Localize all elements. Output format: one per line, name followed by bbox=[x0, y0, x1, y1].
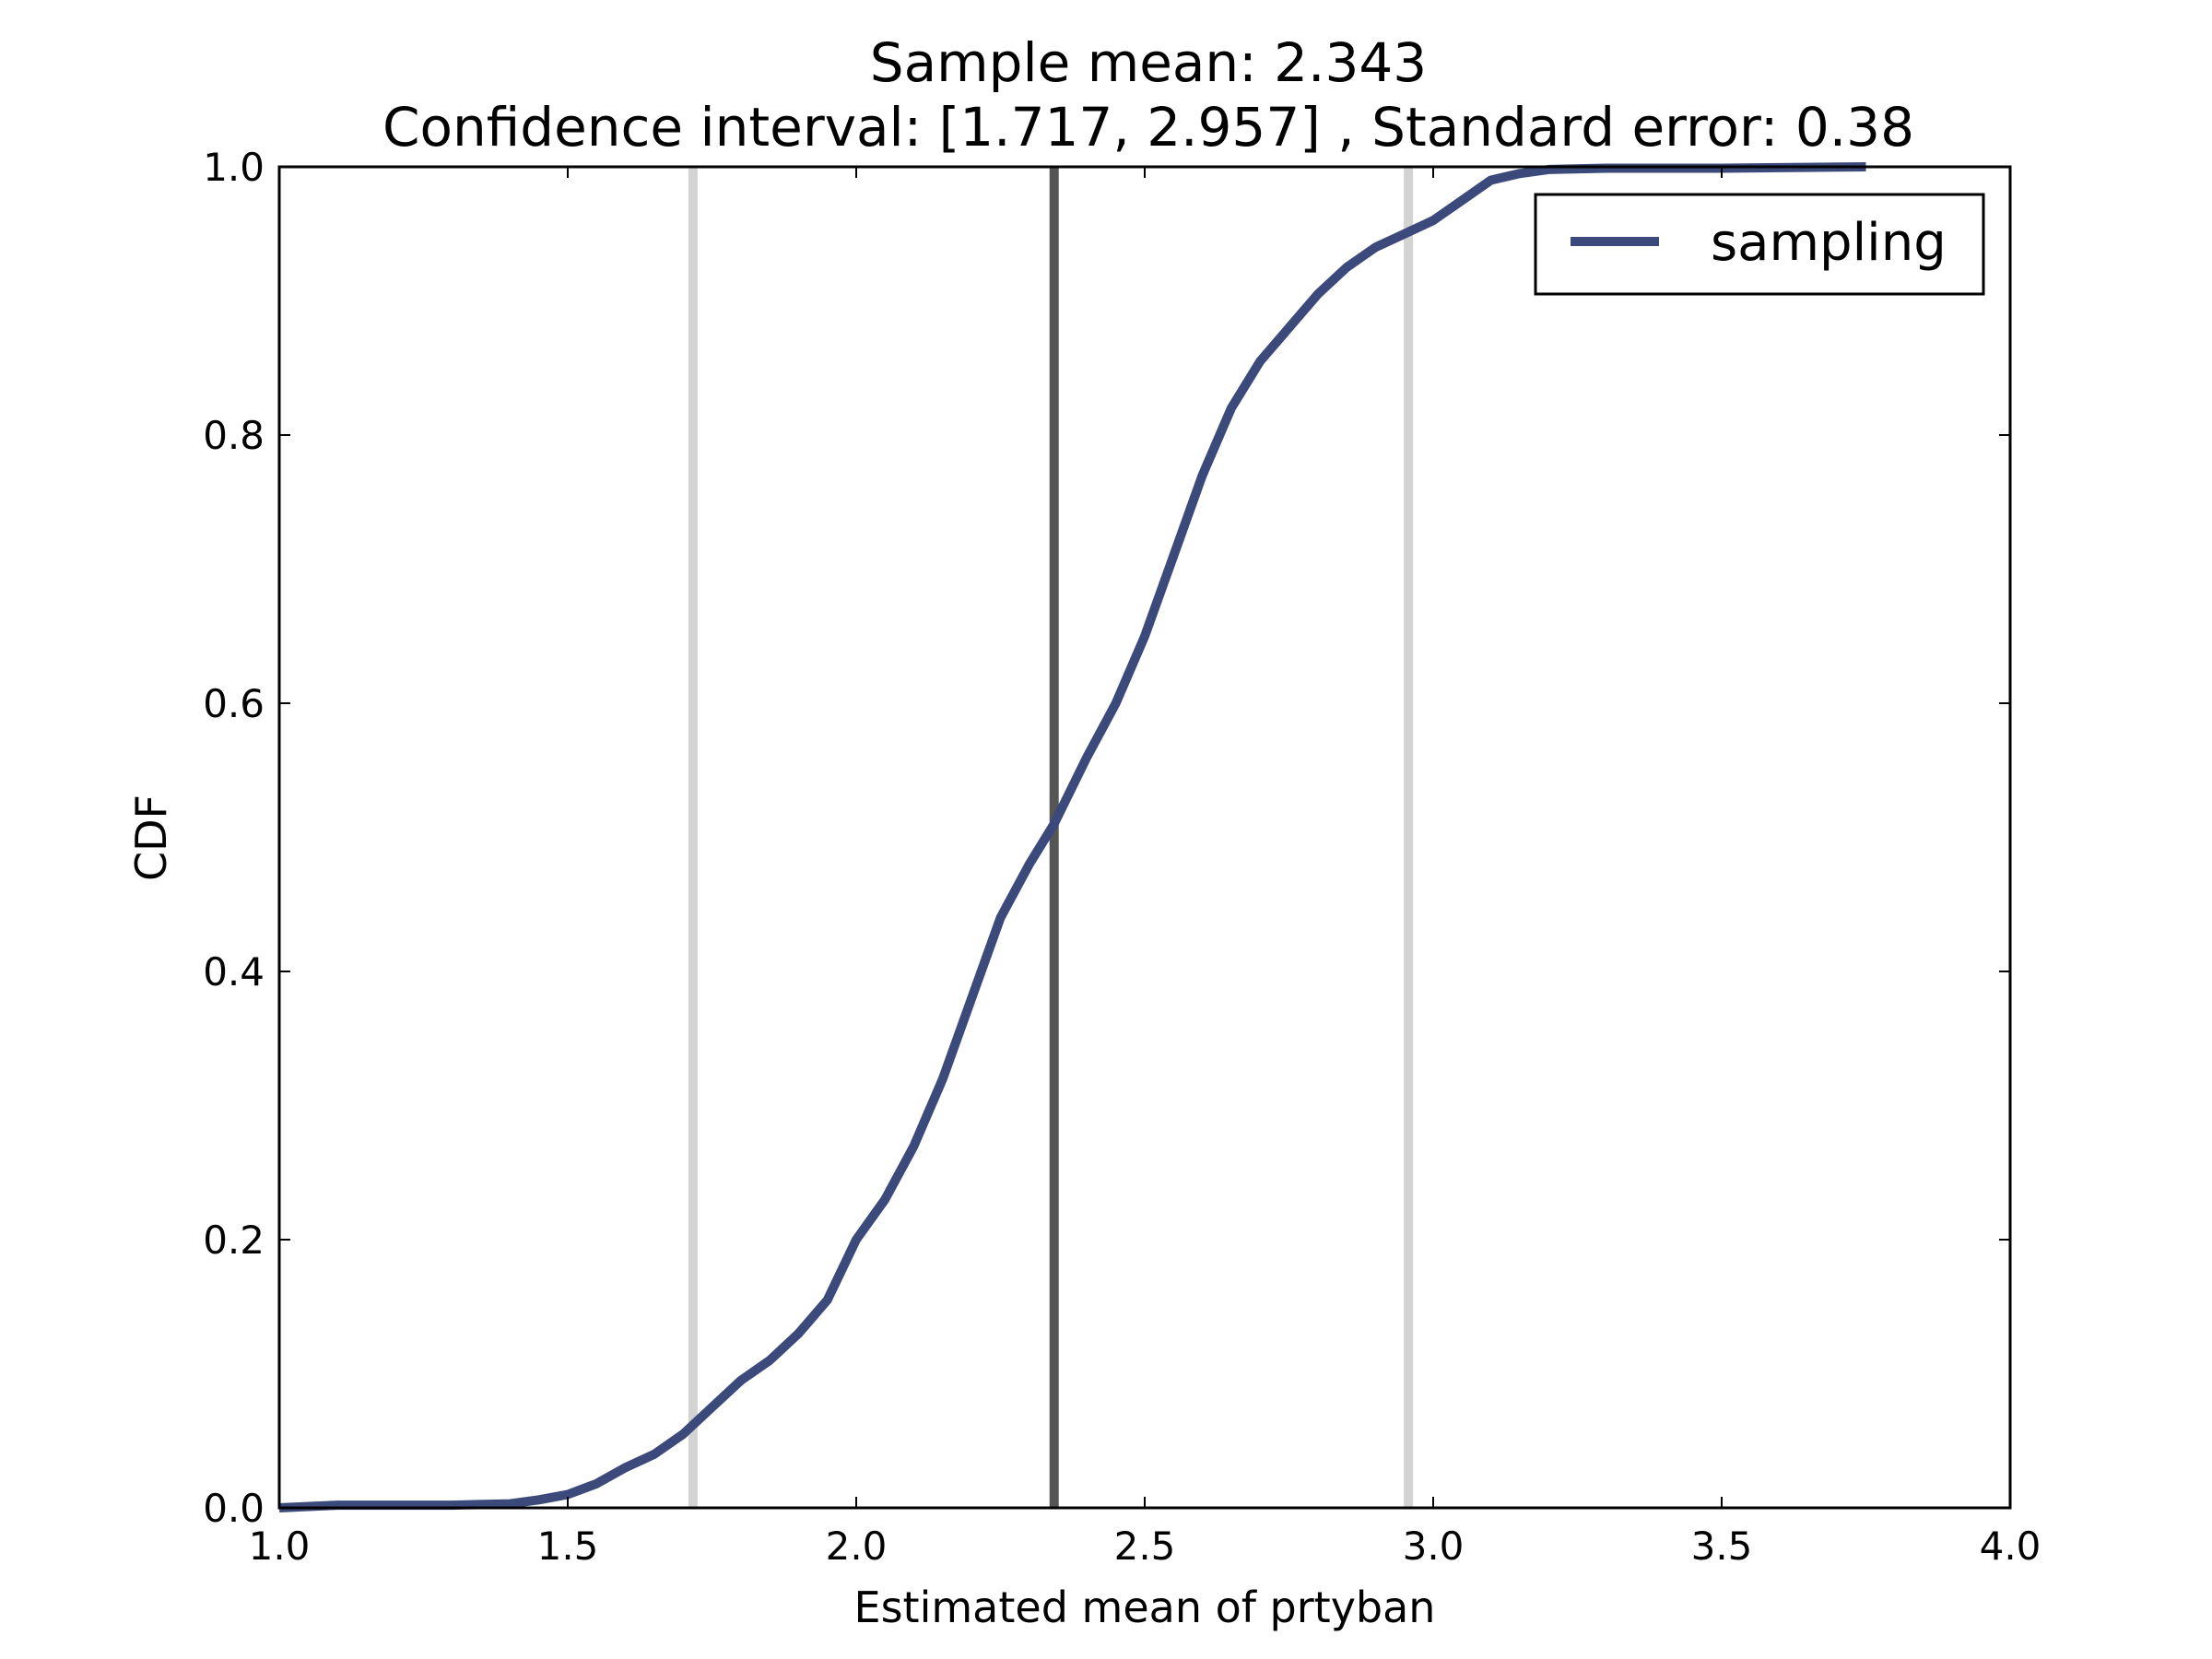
series-layer bbox=[278, 162, 1866, 1512]
y-tick-label-5: 1.0 bbox=[203, 145, 265, 190]
plot-area bbox=[277, 162, 2012, 1512]
plot-background bbox=[279, 167, 2010, 1508]
legend-label-sampling: sampling bbox=[1711, 213, 1947, 273]
y-tick-label-0: 0.0 bbox=[203, 1486, 265, 1531]
reference-lines bbox=[688, 167, 1414, 1508]
chart-title: Sample mean: 2.343 bbox=[870, 31, 1427, 94]
y-tick-label-2: 0.4 bbox=[203, 949, 265, 994]
x-tick-label-3: 2.5 bbox=[1114, 1524, 1176, 1569]
y-tick-label-1: 0.2 bbox=[203, 1218, 265, 1263]
legend: sampling bbox=[1534, 193, 1985, 296]
x-tick-label-6: 4.0 bbox=[1980, 1524, 2041, 1569]
y-tick-label-4: 0.8 bbox=[203, 413, 265, 458]
series-line-sampling bbox=[278, 162, 1866, 1512]
x-tick-label-2: 2.0 bbox=[826, 1524, 888, 1569]
x-tick-label-1: 1.5 bbox=[537, 1524, 599, 1569]
y-axis-label: CDF bbox=[126, 794, 176, 881]
y-tick-label-3: 0.6 bbox=[203, 681, 265, 726]
x-tick-label-0: 1.0 bbox=[249, 1524, 311, 1569]
x-tick-label-4: 3.0 bbox=[1403, 1524, 1465, 1569]
x-tick-label-5: 3.5 bbox=[1691, 1524, 1753, 1569]
chart-subtitle: Confidence interval: [1.717, 2.957] , St… bbox=[382, 96, 1914, 159]
y-axis: 0.0 0.2 0.4 0.6 0.8 1.0 bbox=[203, 145, 2010, 1531]
x-axis: 1.0 1.5 2.0 2.5 3.0 3.5 4.0 bbox=[249, 167, 2041, 1569]
x-axis-label: Estimated mean of prtyban bbox=[854, 1583, 1436, 1632]
